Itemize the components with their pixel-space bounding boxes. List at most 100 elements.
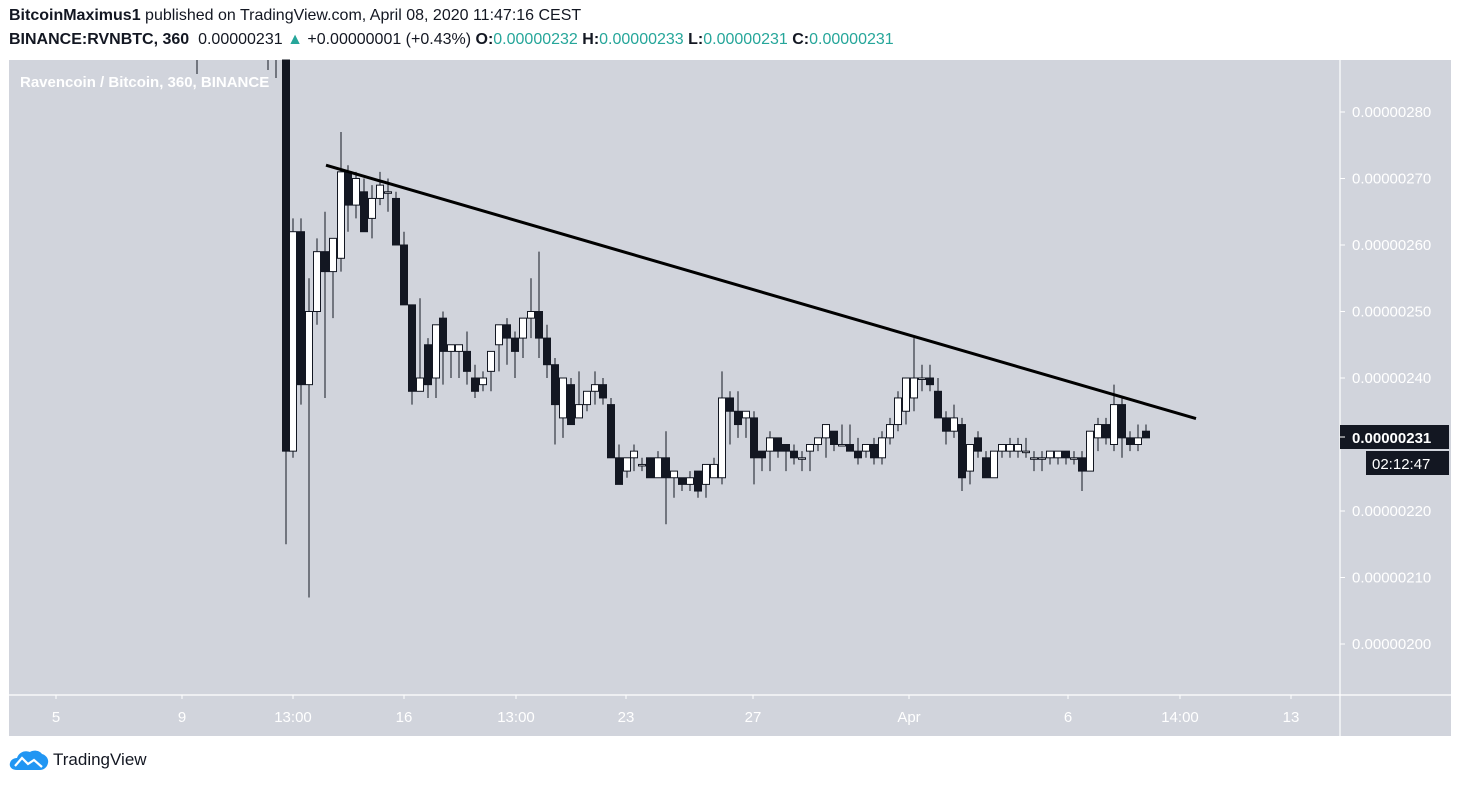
candle[interactable] xyxy=(424,338,432,398)
candle[interactable] xyxy=(321,211,329,398)
candle[interactable] xyxy=(894,391,902,432)
candle[interactable] xyxy=(337,131,345,272)
candle[interactable] xyxy=(654,451,662,479)
candle[interactable] xyxy=(830,430,838,452)
candle[interactable] xyxy=(416,298,424,392)
candle[interactable] xyxy=(400,231,408,306)
candle[interactable] xyxy=(934,378,942,419)
candle[interactable] xyxy=(926,364,934,392)
candle[interactable] xyxy=(1006,437,1014,458)
price-axis[interactable]: 0.00000280 0.00000270 0.00000260 0.00000250… xyxy=(1340,104,1431,653)
candle[interactable] xyxy=(958,417,966,492)
candle[interactable] xyxy=(878,431,886,465)
candle[interactable] xyxy=(750,411,758,485)
candle[interactable] xyxy=(862,444,870,458)
candle[interactable] xyxy=(670,470,678,498)
candle[interactable] xyxy=(305,278,313,598)
candle[interactable] xyxy=(758,450,766,472)
candle[interactable] xyxy=(942,411,950,445)
candle[interactable] xyxy=(686,471,694,492)
candle[interactable] xyxy=(1142,424,1150,439)
candle[interactable] xyxy=(814,437,822,452)
candle[interactable] xyxy=(918,364,926,392)
candle[interactable] xyxy=(297,218,305,405)
candle[interactable] xyxy=(487,350,495,392)
candle[interactable] xyxy=(630,444,638,472)
time-axis[interactable]: 5 9 13:00 16 13:00 23 27 Apr 6 14:00 13 xyxy=(52,695,1300,726)
candle[interactable] xyxy=(1054,450,1062,465)
candle[interactable] xyxy=(368,185,376,239)
candle[interactable] xyxy=(870,437,878,465)
candle[interactable] xyxy=(1070,451,1078,465)
candle[interactable] xyxy=(966,444,974,485)
candle[interactable] xyxy=(535,251,543,359)
candle[interactable] xyxy=(902,377,910,425)
candle[interactable] xyxy=(471,364,479,398)
candle[interactable] xyxy=(329,237,337,319)
candle[interactable] xyxy=(694,470,702,498)
candle[interactable] xyxy=(559,377,567,438)
candle[interactable] xyxy=(392,191,400,246)
candle[interactable] xyxy=(1094,417,1102,452)
candle[interactable] xyxy=(551,358,559,445)
candle[interactable] xyxy=(678,477,686,492)
candle[interactable] xyxy=(543,324,551,378)
candle[interactable] xyxy=(974,431,982,458)
candle[interactable] xyxy=(1102,417,1110,445)
candle[interactable] xyxy=(950,404,958,438)
candle[interactable] xyxy=(495,324,503,372)
candle[interactable] xyxy=(990,450,998,479)
candle[interactable] xyxy=(591,371,599,405)
candle[interactable] xyxy=(289,218,297,458)
candle[interactable] xyxy=(447,344,455,378)
candle[interactable] xyxy=(1038,451,1046,472)
candle[interactable] xyxy=(376,171,384,206)
candle[interactable] xyxy=(838,424,846,447)
candle[interactable] xyxy=(432,324,440,398)
candle[interactable] xyxy=(623,457,631,478)
candle[interactable] xyxy=(742,410,750,438)
footer-brand[interactable]: TradingView xyxy=(9,749,147,771)
candle[interactable] xyxy=(360,178,368,233)
candle[interactable] xyxy=(854,437,862,465)
candle[interactable] xyxy=(982,451,990,479)
candle[interactable] xyxy=(583,390,591,412)
candle[interactable] xyxy=(615,444,623,485)
candle[interactable] xyxy=(998,444,1006,458)
candle[interactable] xyxy=(599,378,607,405)
candle[interactable] xyxy=(886,417,894,445)
trendline-layer[interactable] xyxy=(325,163,1197,421)
candle[interactable] xyxy=(607,397,615,459)
candle[interactable] xyxy=(910,338,918,412)
candle[interactable] xyxy=(734,391,742,438)
candle[interactable] xyxy=(463,331,471,385)
candle[interactable] xyxy=(352,171,360,219)
candle[interactable] xyxy=(846,424,854,452)
candle[interactable] xyxy=(439,311,447,385)
candle[interactable] xyxy=(790,444,798,465)
candle[interactable] xyxy=(766,431,774,472)
candle[interactable] xyxy=(1086,430,1094,472)
candle[interactable] xyxy=(822,424,830,458)
candle[interactable] xyxy=(479,371,487,392)
candle[interactable] xyxy=(662,431,670,525)
candle[interactable] xyxy=(1078,451,1086,492)
candle[interactable] xyxy=(638,457,646,472)
candle[interactable] xyxy=(282,59,290,545)
candle[interactable] xyxy=(1134,424,1142,452)
candle[interactable] xyxy=(1046,450,1054,465)
candle[interactable] xyxy=(1030,451,1038,472)
candle[interactable] xyxy=(726,391,734,445)
candle[interactable] xyxy=(575,371,583,419)
candle[interactable] xyxy=(1126,431,1134,452)
candle[interactable] xyxy=(798,451,806,472)
candle[interactable] xyxy=(519,317,527,359)
candle[interactable] xyxy=(408,304,416,405)
candle[interactable] xyxy=(806,444,814,472)
candle[interactable] xyxy=(567,378,575,426)
candle[interactable] xyxy=(1022,437,1030,458)
candle[interactable] xyxy=(1014,437,1022,458)
candle[interactable] xyxy=(646,457,654,479)
candle[interactable] xyxy=(1118,397,1126,458)
